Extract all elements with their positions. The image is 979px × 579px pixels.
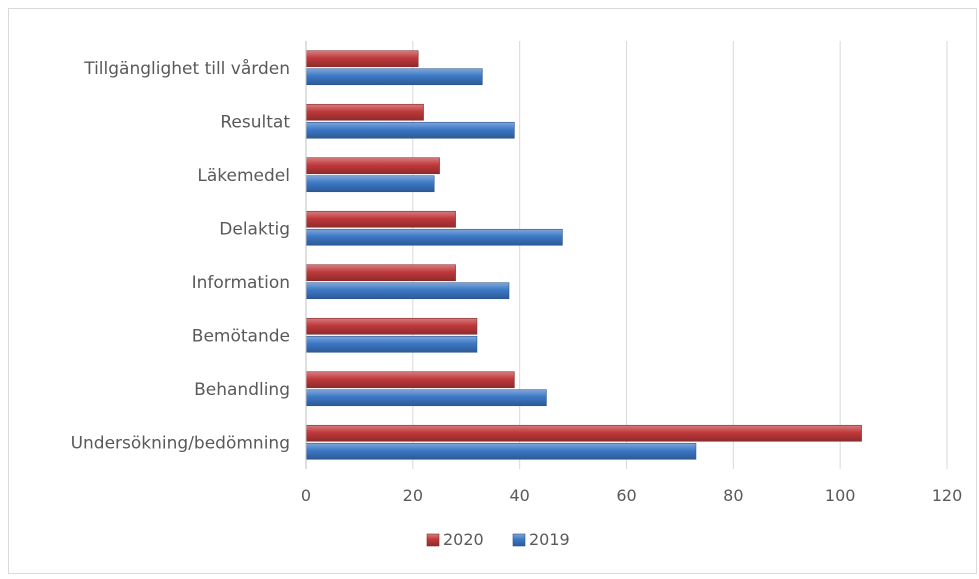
x-tick-label: 100 bbox=[825, 486, 856, 505]
bar-2019-0 bbox=[305, 68, 483, 86]
bar-2019-2 bbox=[305, 175, 435, 193]
legend-swatch-2020 bbox=[426, 533, 440, 547]
legend-label-2020: 2020 bbox=[443, 530, 484, 549]
bar-2019-7 bbox=[305, 442, 697, 460]
x-tick-label: 120 bbox=[932, 486, 963, 505]
x-tick-label: 0 bbox=[301, 486, 311, 505]
category-label: Tillgänglighet till vården bbox=[83, 58, 290, 79]
chart-frame: 0 20 40 60 80 100 120 Tillgänglighet till vårde… bbox=[8, 8, 977, 574]
bar-2020-4 bbox=[305, 264, 456, 282]
category-label: Undersökning/bedömning bbox=[71, 433, 290, 453]
bar-2020-5 bbox=[305, 317, 478, 335]
bar-2020-3 bbox=[305, 210, 456, 228]
category-label: Resultat bbox=[220, 112, 290, 132]
bar-2020-1 bbox=[305, 103, 424, 121]
legend-swatch-2019 bbox=[512, 533, 526, 547]
x-tick-label: 80 bbox=[723, 486, 743, 505]
bar-2020-7 bbox=[305, 424, 862, 442]
bar-chart: 0 20 40 60 80 100 120 Tillgänglighet till vårde… bbox=[71, 41, 963, 549]
bar-2019-1 bbox=[305, 121, 515, 139]
legend-label-2019: 2019 bbox=[529, 530, 570, 549]
category-label: Delaktig bbox=[219, 219, 290, 239]
bar-2019-4 bbox=[305, 282, 510, 300]
bar-2019-3 bbox=[305, 228, 563, 246]
x-tick-label: 40 bbox=[509, 486, 529, 505]
x-tick-label: 60 bbox=[616, 486, 636, 505]
category-label: Läkemedel bbox=[197, 166, 290, 186]
bar-2019-5 bbox=[305, 335, 478, 353]
bar-2020-0 bbox=[305, 50, 419, 68]
bar-2019-6 bbox=[305, 389, 547, 407]
category-label: Information bbox=[192, 273, 290, 293]
bar-2020-2 bbox=[305, 157, 440, 175]
category-label: Bemötande bbox=[192, 326, 290, 346]
category-label: Behandling bbox=[194, 380, 290, 400]
x-tick-label: 20 bbox=[403, 486, 423, 505]
bar-2020-6 bbox=[305, 371, 515, 389]
